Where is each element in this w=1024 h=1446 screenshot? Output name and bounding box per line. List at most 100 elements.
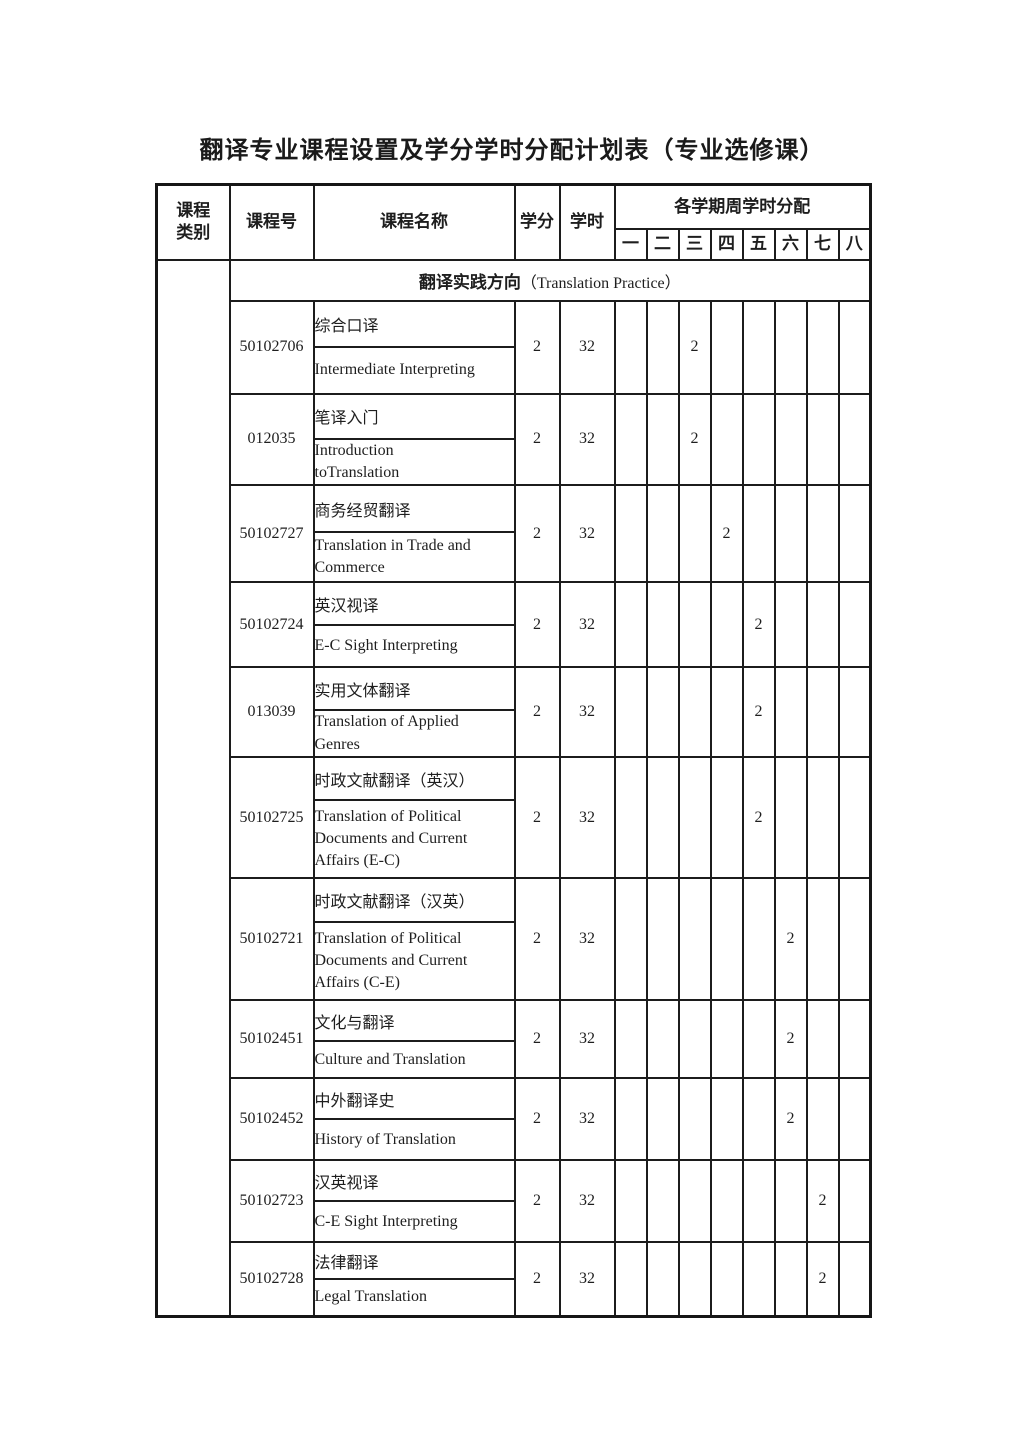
semester-4-hours-cell	[709, 1077, 744, 1162]
semester-3-hours-cell	[677, 1159, 712, 1244]
semester-6-hours-cell: 2	[773, 877, 808, 1002]
semester-6-hours-cell	[773, 392, 808, 487]
semester-4-hours-cell	[709, 1159, 744, 1244]
course-hours-cell: 32	[558, 484, 616, 584]
semester-4-hours-cell	[709, 1241, 744, 1318]
semester-8-hours-cell	[837, 392, 872, 487]
semester-3-hours-cell	[677, 666, 712, 759]
course-row-english: History of Translation	[157, 1118, 871, 1162]
semester-3-hours-cell	[677, 877, 712, 1002]
header-course-category: 课程类别	[155, 183, 231, 261]
course-rows: 课程类别 课程号 课程名称 学分 学时 各学期周学时分配 一 二 三 四 五 六…	[155, 183, 872, 1318]
course-name-en-cell: Culture and Translation	[312, 1040, 516, 1080]
semester-7-hours-cell	[805, 999, 840, 1080]
semester-3-hours-cell	[677, 484, 712, 584]
semester-7-hours-cell: 2	[805, 1159, 840, 1244]
semester-8-hours-cell	[837, 1077, 872, 1162]
course-hours-cell: 32	[558, 1077, 616, 1162]
semester-3-hours-cell	[677, 999, 712, 1080]
semester-8-hours-cell	[837, 999, 872, 1080]
semester-2-hours-cell	[645, 1241, 680, 1318]
header-semester-2: 二	[645, 227, 680, 261]
header-semester-5: 五	[741, 227, 776, 261]
course-credits-cell: 2	[513, 666, 561, 759]
course-code-cell: 50102727	[228, 484, 315, 584]
course-hours-cell: 32	[558, 1159, 616, 1244]
course-code-cell: 50102721	[228, 877, 315, 1002]
course-hours-cell: 32	[558, 299, 616, 395]
course-credits-cell: 2	[513, 1159, 561, 1244]
header-semester-1: 一	[613, 227, 648, 261]
semester-4-hours-cell	[709, 756, 744, 880]
course-row-english: E-C Sight Interpreting	[157, 624, 871, 669]
course-row-english: Intermediate Interpreting	[157, 345, 871, 395]
semester-4-hours-cell	[709, 299, 744, 395]
course-hours-cell: 32	[558, 666, 616, 759]
course-code-cell: 50102451	[228, 999, 315, 1080]
course-name-en-cell: Translation in Trade and Commerce	[312, 531, 516, 584]
semester-3-hours-cell	[677, 1241, 712, 1318]
course-row-english: Legal Translation	[157, 1278, 871, 1318]
course-row-english: Culture and Translation	[157, 1040, 871, 1080]
course-code-cell: 50102728	[228, 1241, 315, 1318]
semester-7-hours-cell	[805, 299, 840, 395]
semester-6-hours-cell	[773, 756, 808, 880]
course-code-cell: 012035	[228, 392, 315, 487]
course-name-zh-cell: 时政文献翻译（英汉）	[312, 756, 516, 802]
semester-8-hours-cell	[837, 299, 872, 395]
semester-1-hours-cell	[613, 666, 648, 759]
course-row-english: Translation of Political Documents and C…	[157, 799, 871, 880]
course-name-zh-cell: 实用文体翻译	[312, 666, 516, 712]
semester-4-hours-cell	[709, 877, 744, 1002]
course-credits-cell: 2	[513, 1241, 561, 1318]
header-semester-7: 七	[805, 227, 840, 261]
course-name-en-cell: History of Translation	[312, 1118, 516, 1162]
course-hours-cell: 32	[558, 1241, 616, 1318]
semester-7-hours-cell	[805, 877, 840, 1002]
course-name-en-cell: Translation of Political Documents and C…	[312, 921, 516, 1002]
course-name-zh-cell: 综合口译	[312, 299, 516, 348]
course-row-main: 50102724 英汉视译 2 32 2	[157, 581, 872, 669]
course-row-english: Introduction toTranslation	[157, 437, 871, 487]
semester-7-hours-cell	[805, 392, 840, 487]
course-name-en-cell: Introduction toTranslation	[312, 437, 516, 487]
semester-8-hours-cell	[837, 877, 872, 1002]
semester-3-hours-cell: 2	[677, 299, 712, 395]
course-row-english: C-E Sight Interpreting	[157, 1200, 871, 1244]
semester-2-hours-cell	[645, 299, 680, 395]
semester-6-hours-cell: 2	[773, 999, 808, 1080]
course-credits-cell: 2	[513, 392, 561, 487]
semester-5-hours-cell	[741, 392, 776, 487]
course-row-english: Translation of Political Documents and C…	[157, 921, 871, 1002]
semester-3-hours-cell: 2	[677, 392, 712, 487]
semester-6-hours-cell	[773, 1241, 808, 1318]
course-credits-cell: 2	[513, 999, 561, 1080]
course-credits-cell: 2	[513, 299, 561, 395]
semester-1-hours-cell	[613, 877, 648, 1002]
semester-2-hours-cell	[645, 484, 680, 584]
semester-4-hours-cell	[709, 581, 744, 669]
semester-5-hours-cell: 2	[741, 666, 776, 759]
semester-1-hours-cell	[613, 756, 648, 880]
semester-1-hours-cell	[613, 484, 648, 584]
semester-1-hours-cell	[613, 581, 648, 669]
semester-1-hours-cell	[613, 299, 648, 395]
semester-4-hours-cell	[709, 666, 744, 759]
course-row-main: 50102706 综合口译 2 32 2	[157, 299, 872, 395]
semester-2-hours-cell	[645, 999, 680, 1080]
header-semester-4: 四	[709, 227, 744, 261]
section-title-cell: 翻译实践方向（Translation Practice）	[228, 258, 872, 302]
header-semester-8: 八	[837, 227, 872, 261]
semester-2-hours-cell	[645, 756, 680, 880]
semester-5-hours-cell	[741, 484, 776, 584]
course-credits-cell: 2	[513, 877, 561, 1002]
section-title-zh: 翻译实践方向	[418, 272, 521, 292]
semester-5-hours-cell: 2	[741, 581, 776, 669]
semester-7-hours-cell	[805, 1077, 840, 1162]
course-row-main: 012035 笔译入门 2 32 2	[157, 392, 872, 487]
course-name-en-cell: Intermediate Interpreting	[312, 345, 516, 395]
header-credits: 学分	[513, 183, 561, 261]
header-course-name: 课程名称	[312, 183, 516, 261]
semester-5-hours-cell	[741, 877, 776, 1002]
course-code-cell: 50102724	[228, 581, 315, 669]
